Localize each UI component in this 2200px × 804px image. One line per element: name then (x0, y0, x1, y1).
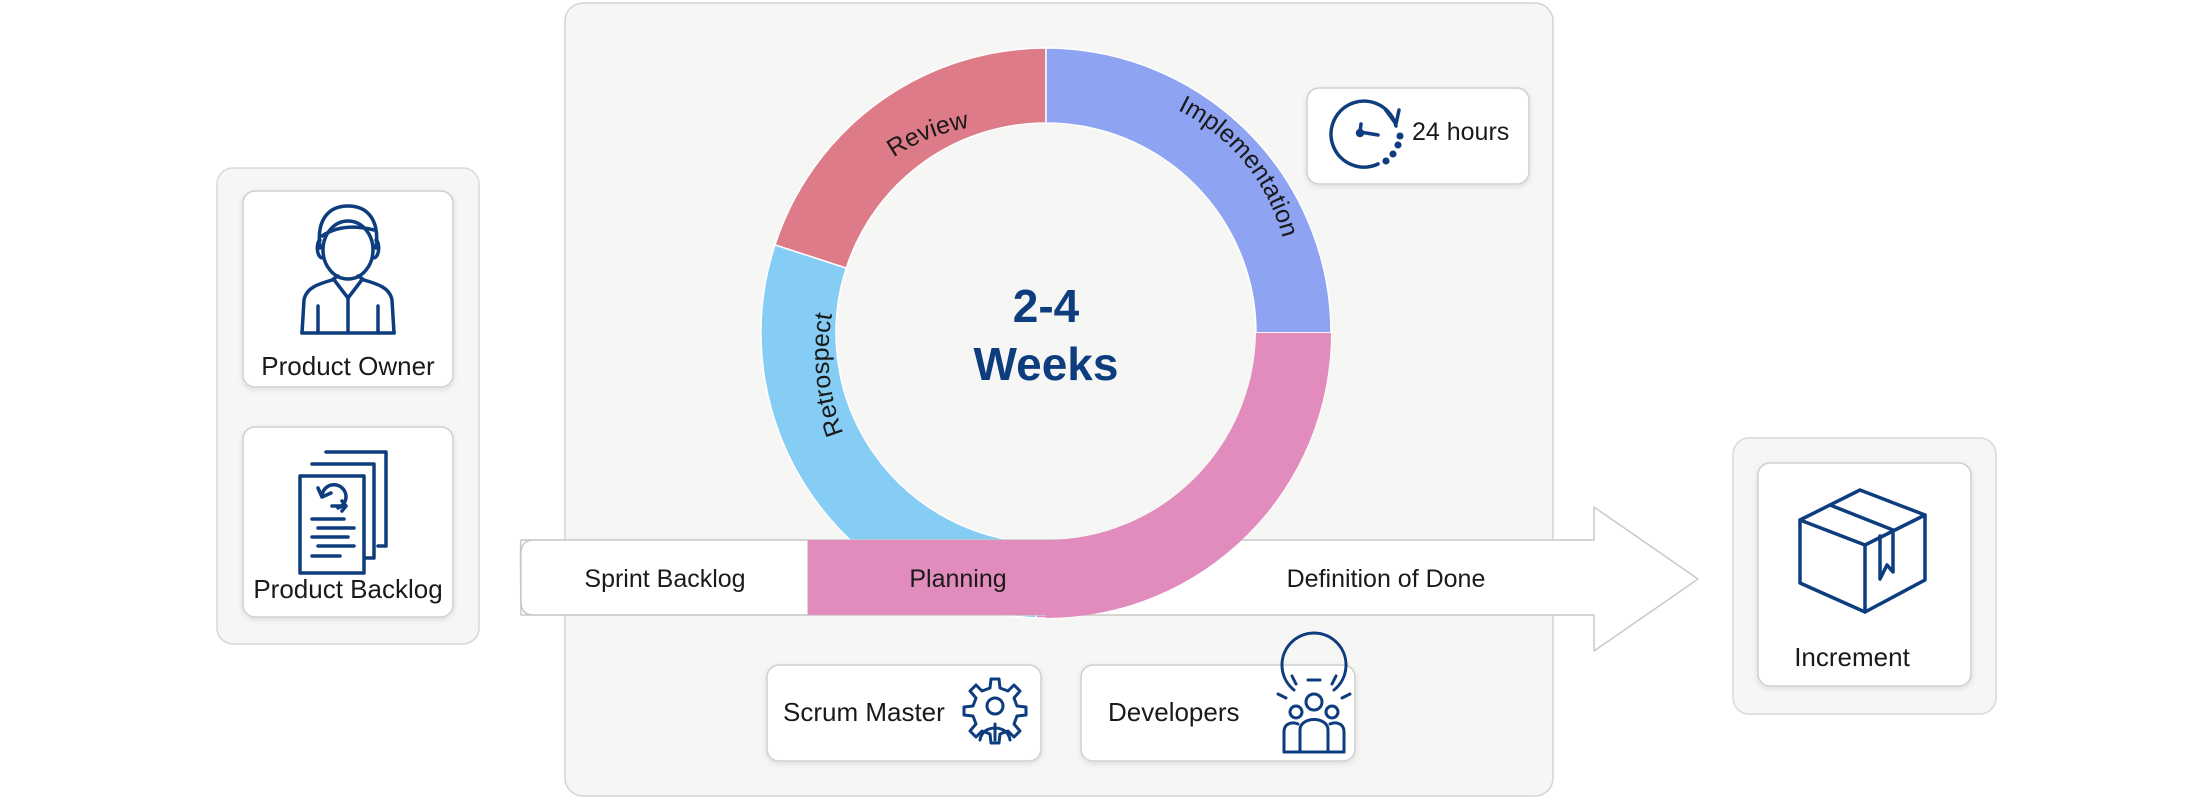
scrum-master-label: Scrum Master (783, 697, 945, 727)
product-backlog-card[interactable]: Product Backlog (242, 426, 454, 618)
daily-cycle-label: 24 hours (1412, 118, 1509, 146)
product-owner-label: Product Owner (261, 351, 435, 381)
scrum-master-card[interactable]: Scrum Master (766, 664, 1042, 762)
product-owner-card[interactable]: Product Owner (242, 190, 454, 388)
planning-band-curve (1046, 333, 1331, 618)
documents-icon (298, 450, 388, 575)
gear-team-icon (1276, 631, 1352, 754)
cycle-duration-unit: Weeks (974, 338, 1119, 390)
increment-label: Increment (1794, 642, 1910, 672)
planning-label[interactable]: Planning (909, 565, 1006, 593)
product-backlog-label: Product Backlog (253, 574, 442, 604)
daily-cycle-card[interactable]: 24 hours (1306, 87, 1530, 185)
planning-band (808, 333, 1331, 618)
developers-label: Developers (1108, 697, 1240, 727)
planning-band-fill (808, 540, 1046, 615)
box-icon (1798, 488, 1927, 614)
timer-icon (1329, 99, 1404, 169)
cycle-duration-number: 2-4 (1013, 280, 1080, 332)
developers-card[interactable]: Developers (1080, 631, 1356, 762)
sprint-backlog-label[interactable]: Sprint Backlog (584, 565, 745, 593)
user-icon (300, 204, 396, 335)
increment-card[interactable]: Increment (1757, 462, 1972, 687)
gear-person-icon (962, 677, 1028, 745)
definition-of-done-label[interactable]: Definition of Done (1287, 565, 1486, 593)
